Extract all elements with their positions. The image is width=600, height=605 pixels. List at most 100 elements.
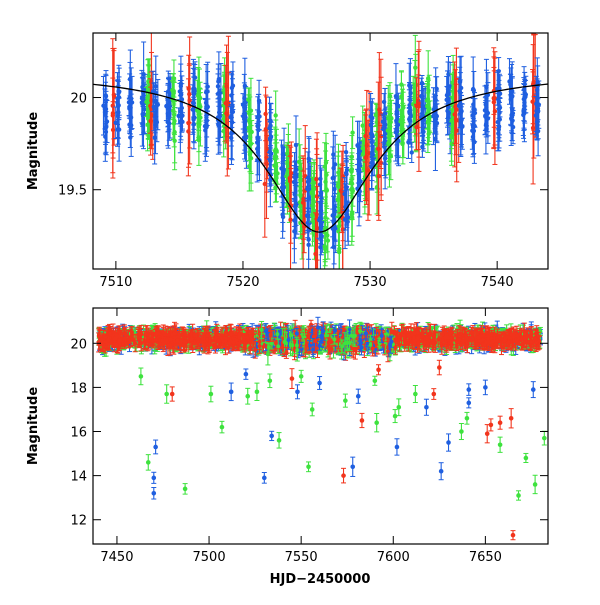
data-point [386,128,390,132]
data-point [454,117,458,121]
data-point [105,119,109,123]
data-point [318,177,322,181]
data-point [459,125,463,129]
data-point [292,229,296,233]
data-point [333,209,337,213]
data-point [350,155,354,159]
data-point [196,93,200,97]
data-point [317,218,321,222]
data-point [339,188,343,192]
data-point [230,106,234,110]
y-tick-label: 19.5 [58,184,87,199]
data-point [294,143,298,147]
data-point [264,127,268,131]
data-point [413,65,417,69]
data-point [435,121,439,125]
data-point [388,133,392,137]
data-point [314,212,318,216]
data-point [458,80,462,84]
data-point [341,227,345,231]
data-point [326,238,330,242]
data-point [257,110,261,114]
data-point [288,175,292,179]
data-point [357,193,361,197]
data-point [361,123,365,127]
data-point [274,147,278,151]
x-tick-label: 7510 [99,275,132,290]
data-point [128,135,132,139]
data-point [269,134,273,138]
data-point [522,107,526,111]
data-point [394,94,398,98]
data-point [496,120,500,124]
data-point [453,104,457,108]
data-point [336,183,340,187]
data-point [324,160,328,164]
data-point [355,143,359,147]
data-point [337,247,341,251]
data-point [306,221,310,225]
data-point [171,90,175,94]
data-point [117,95,121,99]
data-point [325,188,329,192]
x-tick-label: 7520 [226,275,259,290]
data-point [356,169,360,173]
data-point [243,118,247,122]
data-point [401,105,405,109]
data-point [217,77,221,81]
data-point [408,86,412,90]
data-point [350,215,354,219]
data-point [148,119,152,123]
data-point [318,245,322,249]
data-point [369,161,373,165]
data-point [273,113,277,117]
data-point [351,189,355,193]
data-point [152,136,156,140]
data-point [332,245,336,249]
data-point [192,101,196,105]
data-point [414,104,418,108]
data-point [472,124,476,128]
data-point [368,114,372,118]
data-point [292,175,296,179]
data-point [426,76,430,80]
data-point [421,130,425,134]
data-point [116,104,120,108]
data-point [246,97,250,101]
data-point [331,152,335,156]
data-point [179,81,183,85]
data-point [172,76,176,80]
data-point [483,114,487,118]
data-point [154,106,158,110]
x-tick-label: 7530 [354,275,387,290]
x-tick-label: 7540 [481,275,514,290]
data-point [366,168,370,172]
data-point [331,166,335,170]
data-point [204,125,208,129]
data-point [410,150,414,154]
data-point [419,94,423,98]
data-point [197,111,201,115]
data-point [376,147,380,151]
data-point [449,135,453,139]
data-point [471,87,475,91]
data-point [345,168,349,172]
data-point [536,109,540,113]
data-point [256,137,260,141]
data-point [363,156,367,160]
data-point [281,170,285,174]
data-point [145,123,149,127]
data-point [301,200,305,204]
data-point [470,129,474,133]
data-point [408,108,412,112]
data-point [176,114,180,118]
data-point [167,102,171,106]
data-point [508,82,512,86]
data-point [305,187,309,191]
data-point [172,112,176,116]
data-point [187,87,191,91]
